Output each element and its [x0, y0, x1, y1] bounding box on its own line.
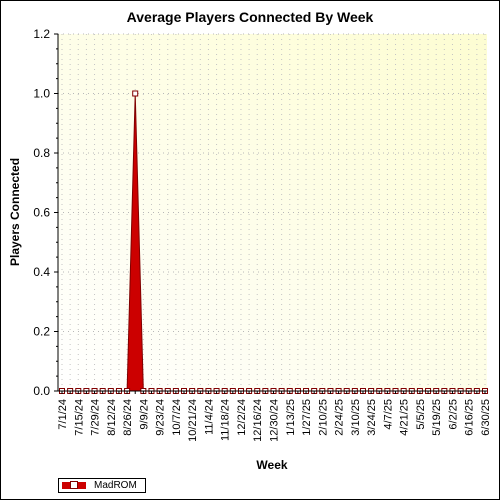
y-tick-label: 0.4: [33, 265, 50, 279]
x-tick-label: 10/21/24: [187, 399, 199, 442]
x-tick-label: 8/26/24: [122, 399, 134, 436]
x-tick-label: 6/2/25: [447, 399, 459, 430]
y-axis-label: Players Connected: [8, 158, 22, 266]
x-tick-label: 9/23/24: [155, 399, 167, 436]
x-tick-label: 2/10/25: [317, 399, 329, 436]
x-tick-label: 7/15/24: [73, 399, 85, 436]
x-tick-label: 1/27/25: [301, 399, 313, 436]
x-tick-label: 6/16/25: [464, 399, 476, 436]
x-tick-label: 7/29/24: [90, 399, 102, 436]
x-tick-label: 10/7/24: [171, 399, 183, 436]
x-tick-label: 12/30/24: [269, 399, 281, 442]
x-tick-label: 9/9/24: [138, 399, 150, 430]
chart-title: Average Players Connected By Week: [126, 9, 374, 25]
x-tick-label: 3/24/25: [366, 399, 378, 436]
x-tick-label: 11/18/24: [220, 399, 232, 441]
legend-marker-icon: [70, 481, 78, 489]
legend: MadROM: [58, 478, 146, 493]
x-tick-label: 5/5/25: [415, 399, 427, 430]
x-axis-label: Week: [256, 458, 287, 472]
axes: 0.0 0.2 0.4 0.6 0.8 1.0 1.2 7/1/24 7/15/24 7/29/2…: [33, 27, 492, 442]
x-tick-label: 1/13/25: [285, 399, 297, 436]
x-tick-label: 6/30/25: [480, 399, 492, 436]
y-tick-label: 0.6: [33, 206, 50, 220]
x-tick-label: 12/16/24: [252, 399, 264, 442]
x-tick-label: 4/7/25: [382, 399, 394, 430]
y-tick-label: 0.0: [33, 384, 50, 398]
x-tick-label: 5/19/25: [431, 399, 443, 436]
plot-area: [58, 34, 487, 391]
y-tick-label: 0.2: [33, 325, 50, 339]
y-tick-label: 1.2: [33, 27, 50, 41]
y-tick-label: 0.8: [33, 146, 50, 160]
x-tick-label: 12/2/24: [236, 399, 248, 436]
data-point-marker: [132, 90, 139, 97]
x-tick-label: 3/10/25: [350, 399, 362, 436]
y-tick-label: 1.0: [33, 87, 50, 101]
x-tick-label: 4/21/25: [399, 399, 411, 436]
x-tick-label: 8/12/24: [106, 399, 118, 436]
x-tick-label: 7/1/24: [57, 399, 69, 430]
legend-label: MadROM: [94, 480, 137, 491]
x-tick-label: 11/4/24: [203, 399, 215, 435]
x-tick-label: 2/24/25: [334, 399, 346, 436]
